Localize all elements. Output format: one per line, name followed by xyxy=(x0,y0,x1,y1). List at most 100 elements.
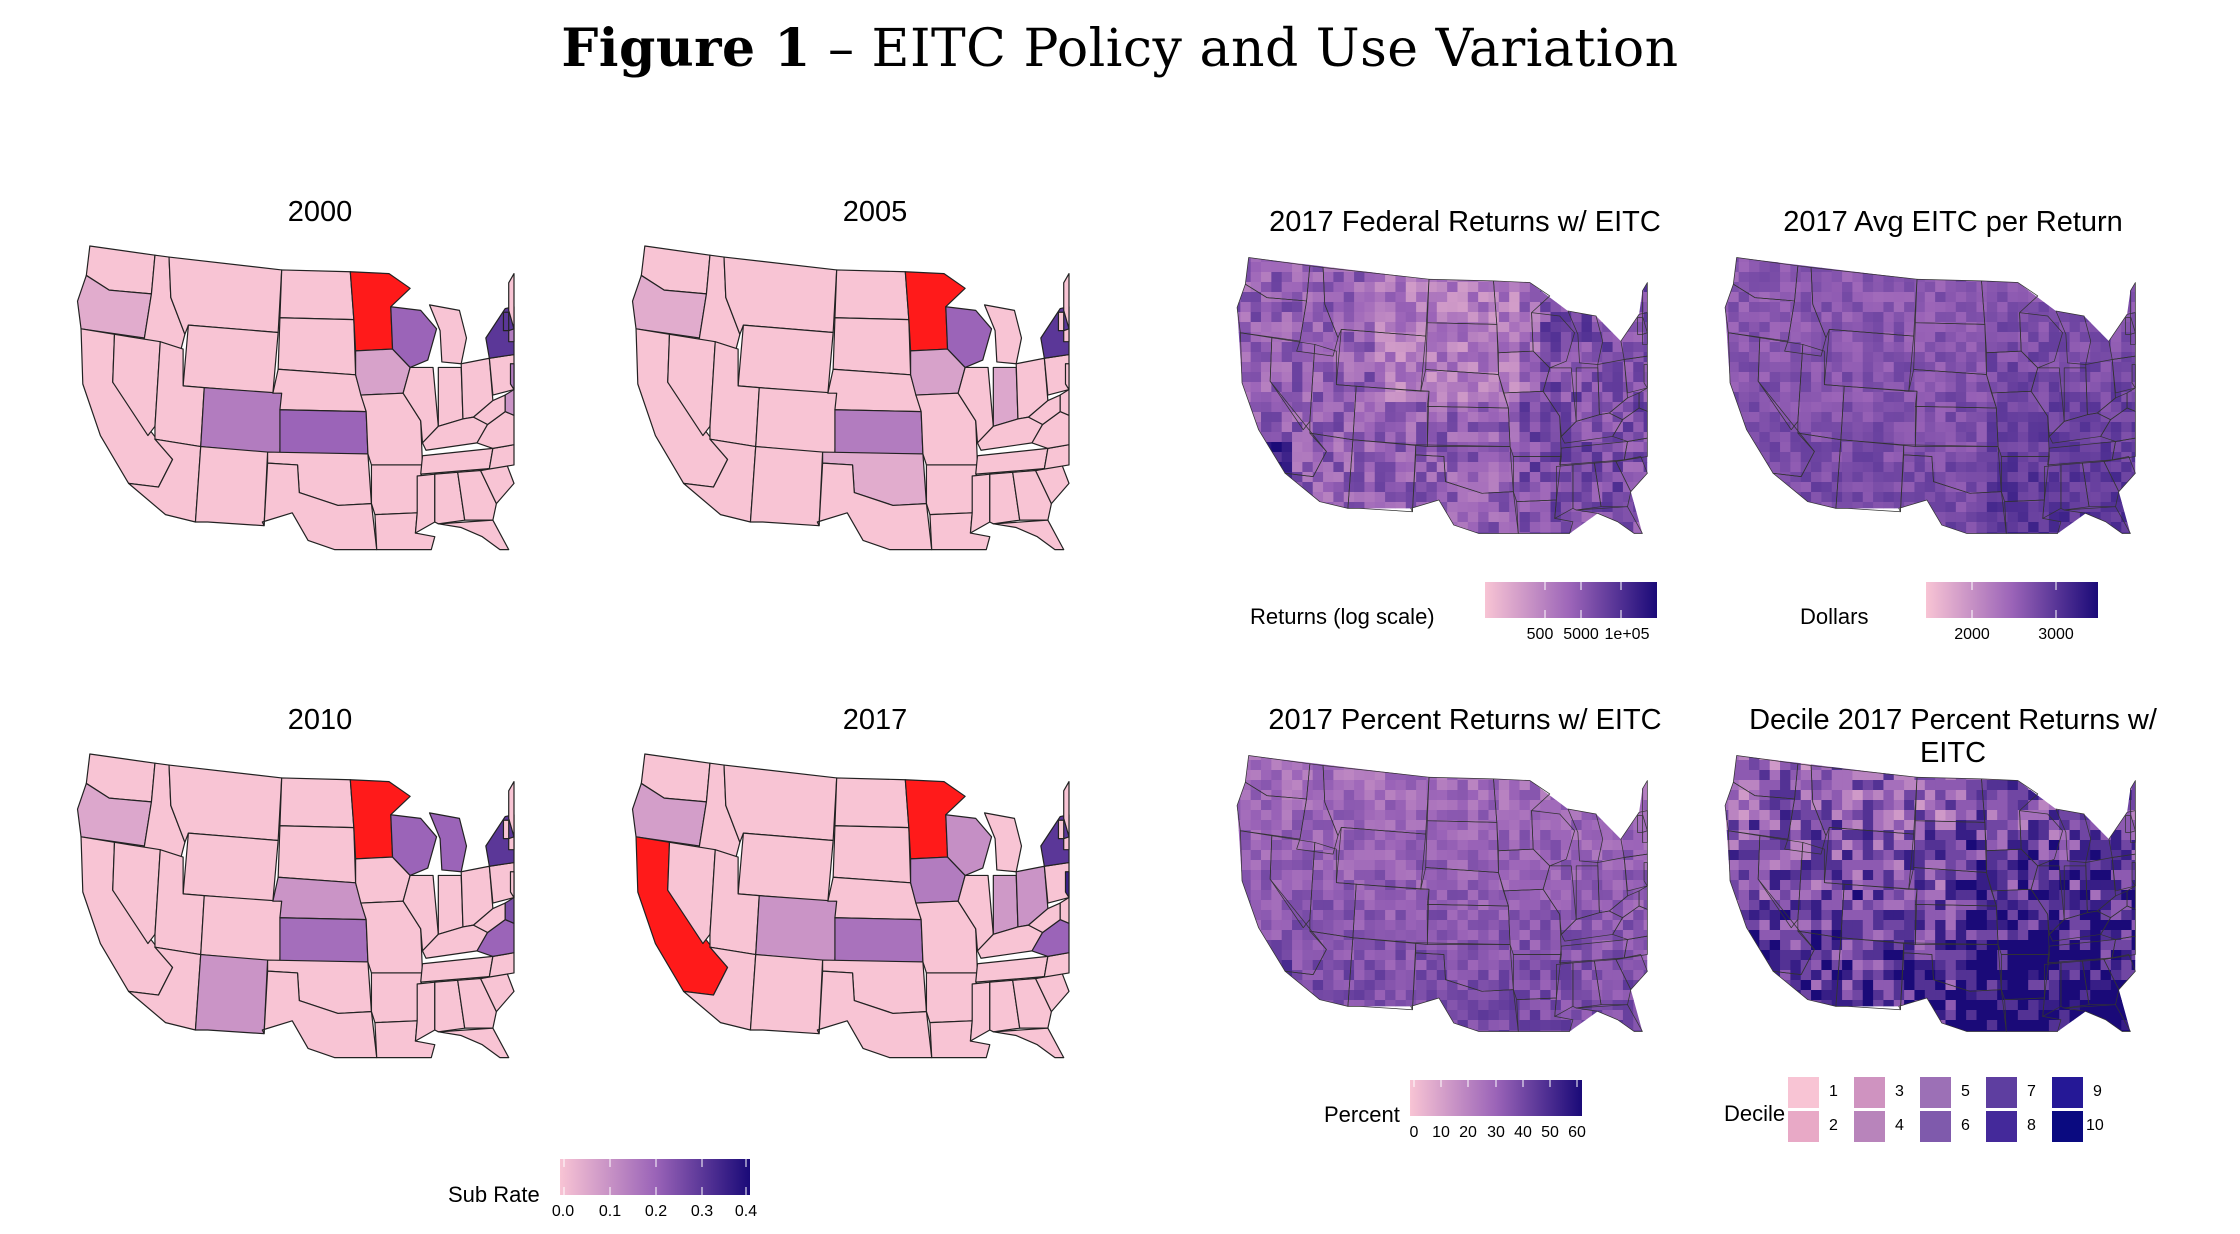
county-cell xyxy=(1769,392,1781,403)
county-cell xyxy=(1914,302,1926,313)
county-cell xyxy=(1780,800,1791,811)
county-cell xyxy=(1821,282,1833,293)
county-cell xyxy=(1498,412,1510,423)
county-cell xyxy=(1622,257,1634,263)
county-cell xyxy=(1237,1030,1241,1032)
county-cell xyxy=(1354,332,1365,343)
county-cell xyxy=(1374,372,1386,383)
county-cell xyxy=(1374,1030,1386,1032)
county-cell xyxy=(1271,920,1283,931)
county-cell xyxy=(2121,770,2133,781)
county-cell xyxy=(1457,920,1469,931)
county-cell xyxy=(2183,352,2188,362)
county-cell xyxy=(1643,880,1648,891)
county-cell xyxy=(1395,980,1407,991)
county-cell xyxy=(1281,800,1293,811)
county-cell xyxy=(1560,810,1572,821)
county-cell xyxy=(1271,382,1283,393)
county-cell xyxy=(2079,482,2091,493)
county-cell xyxy=(1725,432,1729,443)
county-cell xyxy=(2007,522,2019,533)
county-cell xyxy=(1581,362,1593,373)
county-cell xyxy=(1612,755,1624,761)
county-cell xyxy=(1738,462,1750,473)
county-cell xyxy=(2017,262,2029,273)
county-cell xyxy=(1780,257,1791,263)
county-cell xyxy=(1675,322,1686,332)
county-cell xyxy=(2110,352,2122,363)
county-cell xyxy=(2110,820,2122,831)
county-cell xyxy=(2152,542,2163,552)
county-cell xyxy=(1591,910,1603,921)
county-cell xyxy=(1780,372,1791,383)
county-cell xyxy=(1447,790,1458,801)
county-cell xyxy=(1749,272,1760,283)
county-cell xyxy=(1426,512,1438,523)
state-border xyxy=(1410,454,1519,534)
county-cell xyxy=(2131,492,2136,503)
county-cell xyxy=(1831,402,1843,413)
county-cell xyxy=(1966,492,1977,503)
county-cell xyxy=(1986,810,1998,821)
county-cell xyxy=(1519,810,1531,821)
county-cell xyxy=(1509,830,1520,841)
county-cell xyxy=(2100,780,2112,791)
county-cell xyxy=(1478,257,1489,263)
county-cell xyxy=(1904,790,1915,801)
county-cell xyxy=(1695,292,1700,302)
county-cell xyxy=(1385,940,1396,951)
county-cell xyxy=(1914,422,1926,433)
county-cell xyxy=(1509,432,1520,443)
county-cell xyxy=(1883,755,1895,761)
county-cell xyxy=(1333,272,1345,283)
tick-label: 0 xyxy=(1409,1124,1419,1141)
county-cell xyxy=(1685,890,1696,900)
county-cell xyxy=(1581,800,1593,811)
county-cell xyxy=(1945,432,1957,443)
county-cell xyxy=(2110,512,2122,523)
county-cell xyxy=(1955,770,1967,781)
county-cell xyxy=(1581,352,1593,363)
county-cell xyxy=(1581,770,1593,781)
county-cell xyxy=(1302,342,1314,353)
county-cell xyxy=(1395,442,1407,453)
county-cell xyxy=(1240,372,1252,383)
county-cell xyxy=(1883,412,1895,423)
county-cell xyxy=(1863,542,1874,552)
county-cell xyxy=(2038,760,2050,771)
county-cell xyxy=(1540,1020,1552,1031)
county-cell xyxy=(1550,392,1562,403)
county-cell xyxy=(2059,780,2071,791)
county-cell xyxy=(1529,800,1541,811)
county-cell xyxy=(1571,850,1583,861)
county-cell xyxy=(1769,810,1781,821)
county-cell xyxy=(1405,1000,1417,1011)
county-cell xyxy=(1728,332,1740,343)
county-cell xyxy=(1725,532,1729,534)
county-cell xyxy=(2038,755,2050,761)
state-nevada xyxy=(112,841,161,945)
county-cell xyxy=(1364,452,1376,463)
county-cell xyxy=(1323,960,1334,971)
county-cell xyxy=(1685,1000,1696,1010)
county-cell xyxy=(1509,442,1520,453)
county-cell xyxy=(1612,880,1624,891)
county-cell xyxy=(1281,422,1293,433)
county-cell xyxy=(1240,382,1252,393)
county-cell xyxy=(1343,342,1355,353)
county-cell xyxy=(1780,282,1791,293)
county-cell xyxy=(1550,930,1562,941)
county-cell xyxy=(1385,257,1396,263)
county-cell xyxy=(1374,432,1386,443)
county-cell xyxy=(1560,755,1572,761)
county-cell xyxy=(1862,442,1874,453)
county-cell xyxy=(1862,462,1874,473)
state-wyoming xyxy=(737,324,834,394)
county-cell xyxy=(1416,262,1427,273)
county-cell xyxy=(1395,760,1407,771)
county-cell xyxy=(1955,442,1967,453)
county-cell xyxy=(1790,512,1802,523)
county-cell xyxy=(1738,302,1750,313)
county-cell xyxy=(1955,492,1967,503)
county-cell xyxy=(2163,462,2174,472)
